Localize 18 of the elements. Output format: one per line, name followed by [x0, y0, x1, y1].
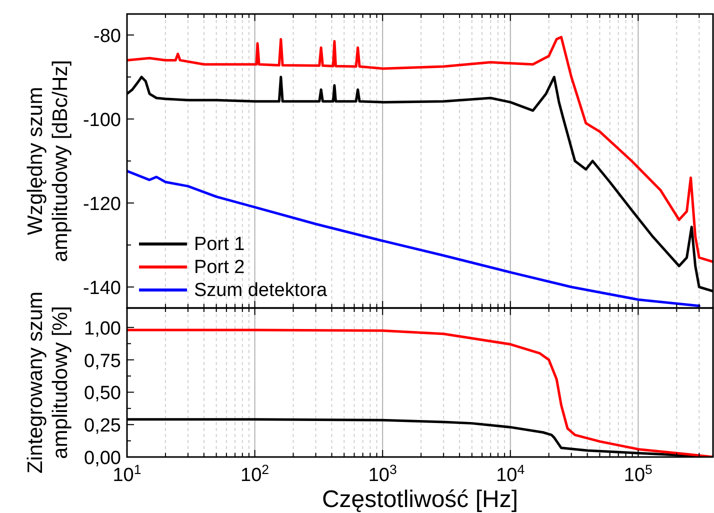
y-tick-label: 0,50: [84, 383, 121, 404]
y-tick-label: 0,25: [84, 416, 121, 437]
x-axis-title: Częstotliwość [Hz]: [322, 486, 518, 513]
x-tick-label: 10$^{5}$: [624, 462, 652, 486]
y-tick-label: -80: [94, 26, 121, 47]
y-tick-label: 1,00: [84, 318, 121, 340]
y-tick-label: -140: [82, 278, 121, 299]
x-tick-label: 10$^{4}$: [496, 462, 525, 486]
y-axis-title: Względny szum amplitudowy [dBc/Hz]: [24, 60, 72, 262]
y-tick-label: 0,75: [84, 350, 121, 372]
y-axis-title: Zintegrowany szum amplitudowy [%]: [24, 291, 72, 474]
legend-label: Port 1: [194, 234, 245, 255]
x-tick-label: 10$^{2}$: [240, 462, 270, 486]
legend-label: Port 2: [194, 257, 245, 278]
x-tick-label: 10$^{3}$: [368, 462, 397, 486]
y-tick-label: -100: [82, 110, 121, 131]
y-tick-label: -120: [82, 194, 121, 215]
legend-label: Szum detektora: [194, 280, 328, 301]
